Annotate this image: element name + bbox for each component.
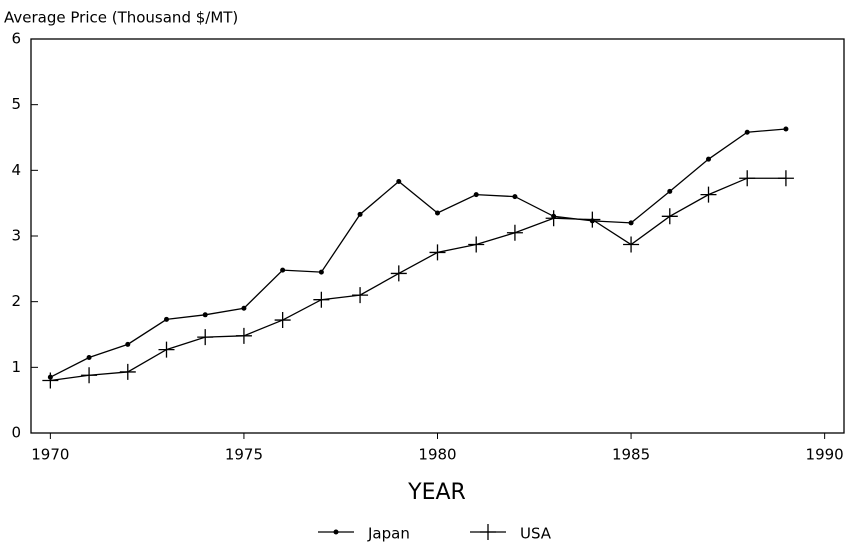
point-marker: [197, 329, 214, 346]
point-marker: [352, 287, 369, 304]
y-tick-label: 2: [11, 292, 21, 310]
point-marker: [42, 372, 59, 389]
point-marker: [468, 236, 485, 253]
point-marker: [81, 367, 98, 384]
point-marker: [512, 194, 518, 200]
point-marker: [390, 265, 407, 282]
point-marker: [202, 312, 208, 318]
x-axis-title: YEAR: [407, 480, 466, 505]
point-marker: [274, 312, 291, 329]
point-marker: [777, 170, 794, 187]
point-marker: [125, 341, 131, 347]
point-marker: [235, 327, 252, 344]
y-tick-label: 5: [11, 95, 21, 113]
point-marker: [667, 188, 673, 194]
x-tick-label: 1975: [225, 446, 263, 464]
point-marker: [661, 208, 678, 225]
legend-label: Japan: [367, 525, 410, 543]
point-marker: [744, 129, 750, 135]
point-marker: [164, 316, 169, 322]
y-tick-label: 0: [11, 424, 21, 442]
x-tick-label: 1990: [806, 446, 844, 464]
point-marker: [357, 211, 363, 217]
legend-marker: [480, 524, 496, 540]
point-marker: [280, 267, 286, 273]
point-marker: [623, 236, 640, 253]
point-marker: [584, 211, 601, 228]
x-tick-label: 1985: [612, 446, 650, 464]
x-tick-label: 1970: [31, 446, 69, 464]
point-marker: [396, 178, 402, 184]
point-marker: [545, 210, 562, 227]
legend-label: USA: [520, 525, 552, 543]
point-marker: [318, 269, 324, 275]
point-marker: [119, 363, 136, 380]
y-axis-title: Average Price (Thousand $/MT): [4, 9, 238, 27]
point-marker: [628, 220, 634, 226]
point-marker: [783, 126, 789, 132]
legend-marker: [333, 529, 339, 535]
series-line: [50, 128, 786, 378]
series-line: [50, 177, 786, 382]
point-marker: [473, 192, 479, 198]
point-marker: [739, 170, 756, 187]
y-tick-label: 3: [11, 227, 21, 245]
plot-frame: [30, 38, 845, 434]
y-tick-label: 6: [11, 30, 21, 48]
point-marker: [706, 156, 711, 162]
point-marker: [700, 186, 717, 203]
point-marker: [429, 244, 446, 261]
y-tick-label: 1: [11, 358, 21, 376]
point-marker: [158, 341, 175, 358]
point-marker: [313, 291, 330, 308]
y-tick-label: 4: [11, 161, 21, 179]
point-marker: [241, 305, 247, 311]
point-marker: [435, 210, 440, 216]
point-marker: [86, 354, 92, 360]
point-marker: [506, 224, 523, 241]
x-tick-label: 1980: [418, 446, 456, 464]
